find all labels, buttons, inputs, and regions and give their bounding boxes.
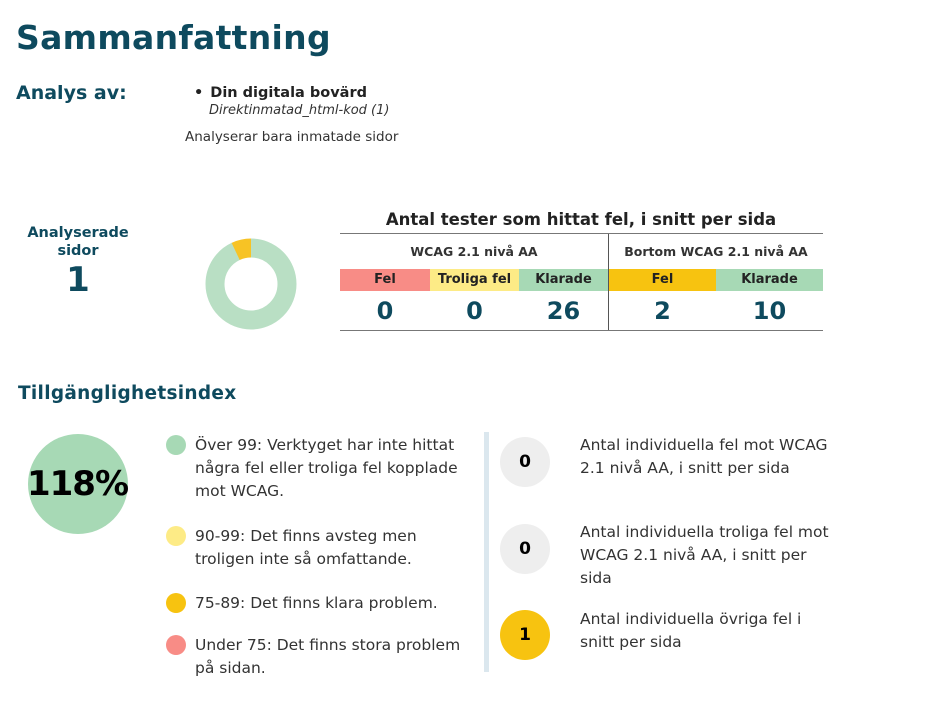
legend-item: 75-89: Det finns klara problem. — [166, 592, 476, 615]
legend-item: Under 75: Det finns stora problem på sid… — [166, 634, 476, 680]
tests-col-value: 0 — [466, 297, 483, 325]
tests-col-fel: Fel 0 — [340, 269, 430, 331]
section-divider — [484, 432, 489, 672]
tests-group-title: WCAG 2.1 nivå AA — [410, 244, 538, 259]
analysis-note: Analyserar bara inmatade sidor — [185, 129, 399, 145]
tests-col-troliga-fel: Troliga fel 0 — [430, 269, 519, 331]
analyzed-pages: Analyserade sidor 1 — [16, 224, 140, 300]
tests-donut-chart — [205, 238, 297, 330]
analyzed-pages-count: 1 — [66, 260, 90, 300]
legend-text: Över 99: Verktyget har inte hittat några… — [195, 436, 458, 500]
legend-text: Under 75: Det finns stora problem på sid… — [195, 636, 461, 677]
analysis-item-source: Direktinmatad_html-kod (1) — [209, 103, 390, 118]
tests-col-value: 2 — [654, 297, 671, 325]
stat-value-circle: 0 — [500, 437, 550, 487]
stat-text: Antal individuella fel mot WCAG 2.1 nivå… — [580, 436, 828, 477]
accessibility-index-title: Tillgänglighetsindex — [18, 383, 237, 404]
tests-col-label: Fel — [340, 269, 430, 291]
accessibility-index-value: 118% — [26, 464, 129, 504]
donut-passed-arc — [205, 238, 297, 330]
legend-text: 75-89: Det finns klara problem. — [195, 594, 438, 612]
legend-dot — [166, 435, 186, 455]
tests-col-label: Troliga fel — [430, 269, 519, 291]
legend-item: 90-99: Det finns avsteg men troligen int… — [166, 525, 476, 571]
stat-text: Antal individuella övriga fel i snitt pe… — [580, 610, 802, 651]
legend-dot — [166, 635, 186, 655]
legend-item: Över 99: Verktyget har inte hittat några… — [166, 434, 476, 503]
analysis-label: Analys av: — [16, 82, 127, 104]
stat-value-circle: 1 — [500, 610, 550, 660]
tests-col-label: Fel — [609, 269, 716, 291]
tests-group-title: Bortom WCAG 2.1 nivå AA — [624, 244, 808, 259]
tests-group-beyond-wcag: Bortom WCAG 2.1 nivå AA Fel 2 Klarade 10 — [609, 234, 823, 330]
tests-table: WCAG 2.1 nivå AA Fel 0 Troliga fel 0 Kla… — [340, 233, 823, 331]
analyzed-pages-label: Analyserade sidor — [27, 225, 129, 259]
tests-col-fel: Fel 2 — [609, 269, 716, 331]
tests-col-klarade: Klarade 26 — [519, 269, 608, 331]
analysis-list: Din digitala bovärd Direktinmatad_html-k… — [194, 85, 389, 118]
tests-col-label: Klarade — [519, 269, 608, 291]
tests-col-value: 10 — [752, 297, 787, 325]
tests-col-value: 26 — [546, 297, 581, 325]
tests-group-wcag: WCAG 2.1 nivå AA Fel 0 Troliga fel 0 Kla… — [340, 234, 609, 330]
tests-col-label: Klarade — [716, 269, 823, 291]
page-title: Sammanfattning — [16, 18, 331, 57]
stat-text: Antal individuella troliga fel mot WCAG … — [580, 523, 829, 587]
legend-text: 90-99: Det finns avsteg men troligen int… — [195, 527, 417, 568]
tests-title: Antal tester som hittat fel, i snitt per… — [385, 210, 777, 229]
tests-col-value: 0 — [376, 297, 394, 325]
donut-failed-arc — [205, 238, 297, 330]
accessibility-index-circle: 118% — [26, 434, 129, 534]
analysis-item-name: Din digitala bovärd — [194, 85, 389, 101]
stat-value-circle: 0 — [500, 524, 550, 574]
legend-dot — [166, 526, 186, 546]
tests-col-klarade: Klarade 10 — [716, 269, 823, 331]
legend-dot — [166, 593, 186, 613]
